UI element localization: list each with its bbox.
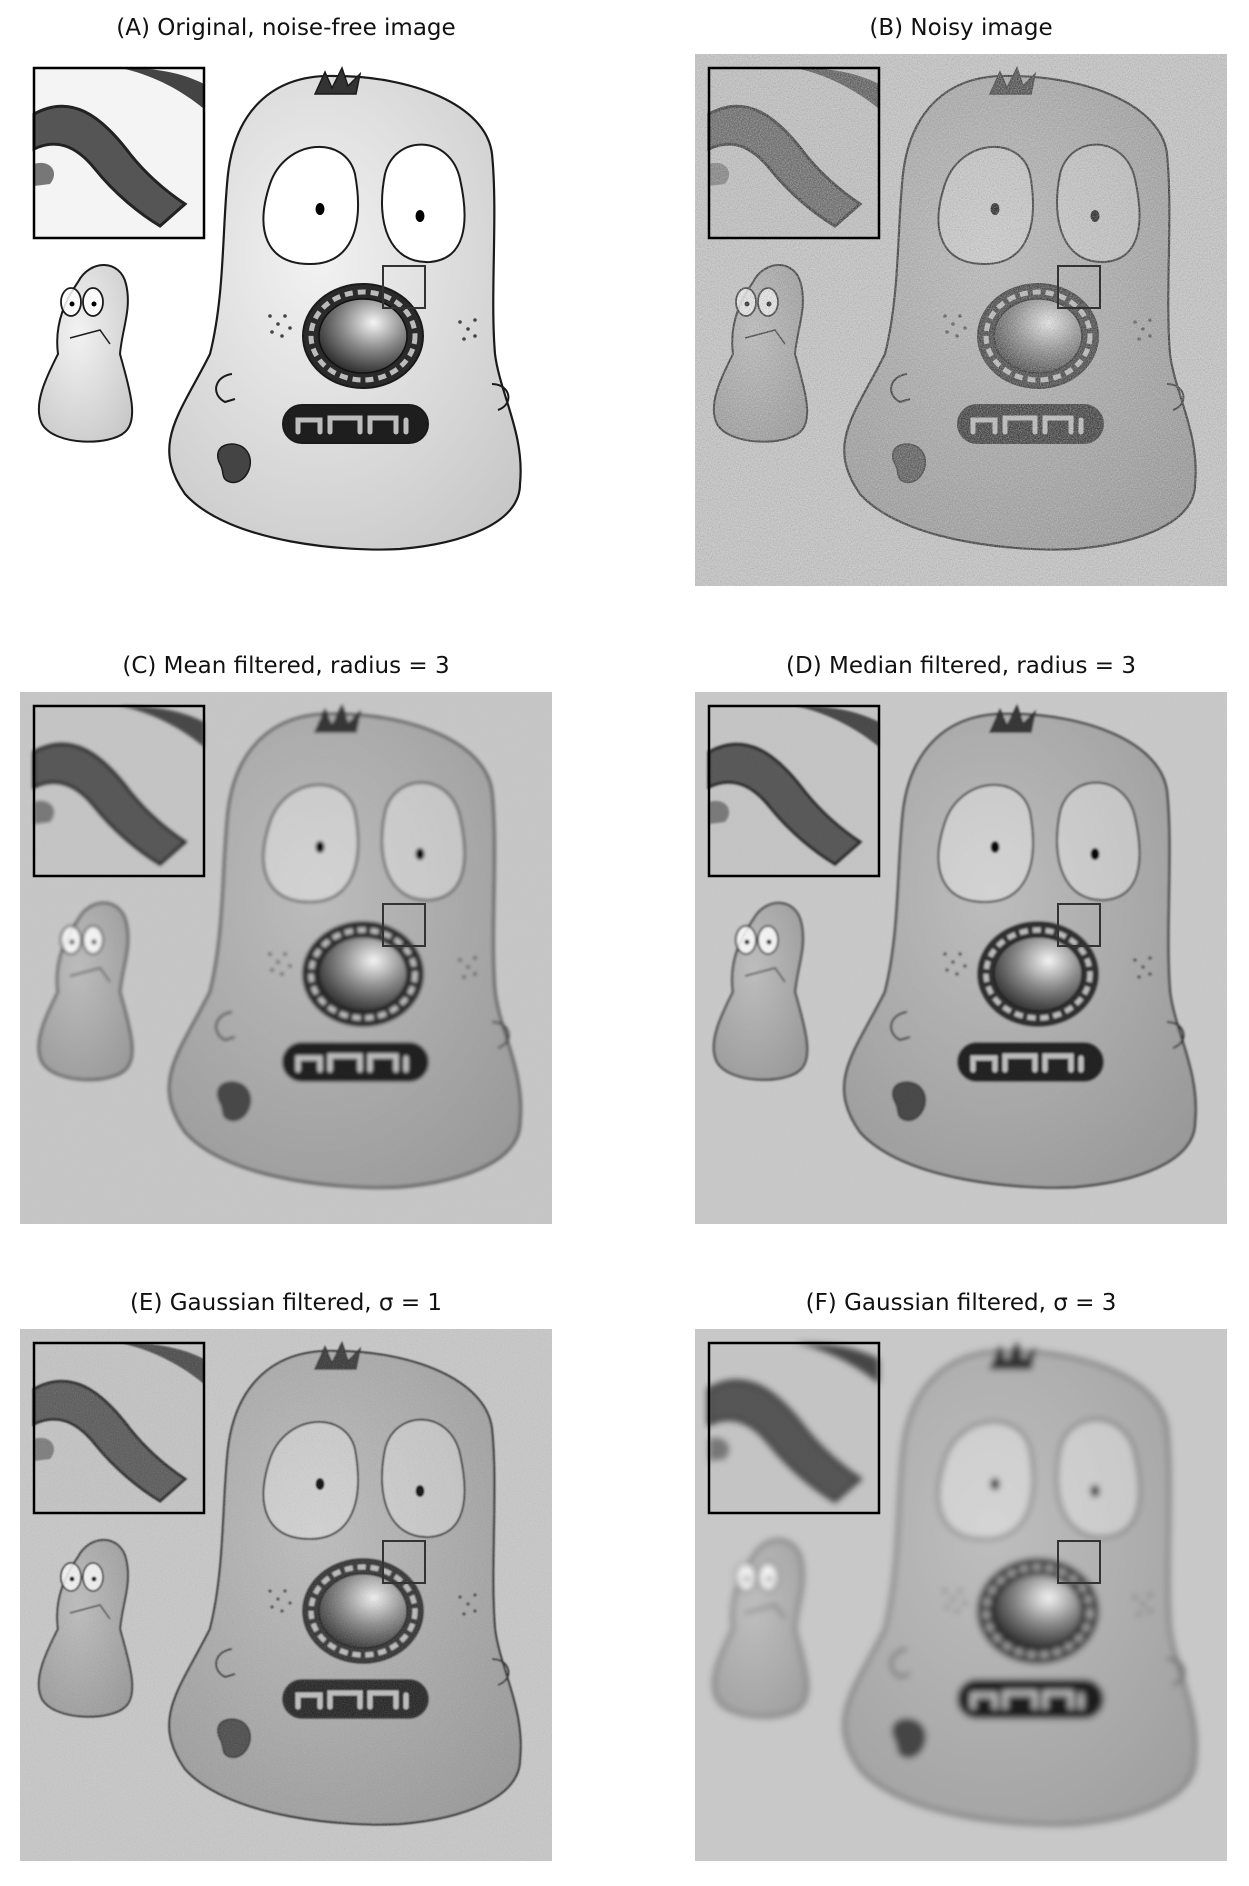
zoom-region-marker <box>1057 1540 1101 1584</box>
illustration <box>695 54 1227 586</box>
illustration <box>695 1329 1227 1861</box>
zoom-region-marker <box>382 903 426 947</box>
freckle <box>458 320 462 324</box>
zoom-inset <box>707 704 881 878</box>
zoom-inset-frame <box>707 1341 881 1515</box>
freckle <box>276 322 280 326</box>
panel-f-title: (F) Gaussian filtered, σ = 3 <box>805 1290 1117 1316</box>
illustration <box>695 692 1227 1224</box>
zoom-inset-noise <box>709 1343 879 1513</box>
freckle <box>280 334 284 338</box>
freckle <box>473 334 477 338</box>
cartoon-figure <box>37 66 522 551</box>
zoom-region-marker <box>1057 265 1101 309</box>
small-mouth <box>69 329 111 345</box>
zoom-inset-frame <box>32 66 206 240</box>
illustration <box>20 692 552 1224</box>
panel-b-title: (B) Noisy image <box>869 15 1053 41</box>
small-left-pupil <box>69 301 75 307</box>
panel-f-image <box>695 1329 1227 1861</box>
zoom-inset-frame <box>707 66 881 240</box>
zoom-inset <box>32 704 206 878</box>
zoom-region-marker <box>382 265 426 309</box>
freckle <box>288 326 292 330</box>
belly-blob <box>217 443 251 484</box>
panel-c-image <box>20 692 552 1224</box>
zoom-region-marker <box>1057 903 1101 947</box>
left-eye <box>262 145 359 266</box>
mouth-teeth <box>295 415 409 435</box>
zoom-inset <box>707 66 881 240</box>
zoom-inset-frame <box>707 704 881 878</box>
panel-d-title: (D) Median filtered, radius = 3 <box>786 653 1136 679</box>
panel-b-image <box>695 54 1227 586</box>
zoom-inset <box>32 66 206 240</box>
freckle <box>268 314 272 318</box>
nose-ball <box>318 298 408 374</box>
panel-c-title: (C) Mean filtered, radius = 3 <box>122 653 450 679</box>
zoom-inset <box>707 1341 881 1515</box>
small-right-pupil <box>91 301 97 307</box>
panel-e-image <box>20 1329 552 1861</box>
small-creature-body <box>37 264 134 443</box>
panel-a-title: (A) Original, noise-free image <box>116 15 456 41</box>
zoom-inset-edge <box>120 68 204 109</box>
freckle <box>283 314 287 318</box>
zoom-inset-frame <box>32 704 206 878</box>
panel-a-image <box>20 54 552 586</box>
zoom-inset-noise <box>709 68 879 238</box>
zoom-inset <box>32 1341 206 1515</box>
right-pupil <box>415 210 425 222</box>
zoom-inset-fragment <box>34 162 55 186</box>
left-arm <box>215 373 236 404</box>
right-eye <box>381 143 466 264</box>
zoom-inset-stroke <box>32 104 188 228</box>
zoom-inset-content <box>32 68 204 228</box>
panel-d-image <box>695 692 1227 1224</box>
zoom-inset-noise <box>34 1343 204 1513</box>
illustration <box>20 54 552 586</box>
freckle <box>462 337 466 341</box>
right-arm <box>491 383 510 411</box>
panel-e-title: (E) Gaussian filtered, σ = 1 <box>129 1290 443 1316</box>
zoom-inset-noise <box>709 706 879 876</box>
zoom-inset-noise <box>34 706 204 876</box>
freckle <box>466 327 470 331</box>
nose-ring-links <box>308 289 418 383</box>
freckle <box>270 330 274 334</box>
illustration <box>20 1329 552 1861</box>
zoom-inset-frame <box>32 1341 206 1515</box>
hair-tuft <box>313 66 362 95</box>
zoom-region-marker <box>382 1540 426 1584</box>
freckle <box>473 318 477 322</box>
left-pupil <box>315 203 325 215</box>
